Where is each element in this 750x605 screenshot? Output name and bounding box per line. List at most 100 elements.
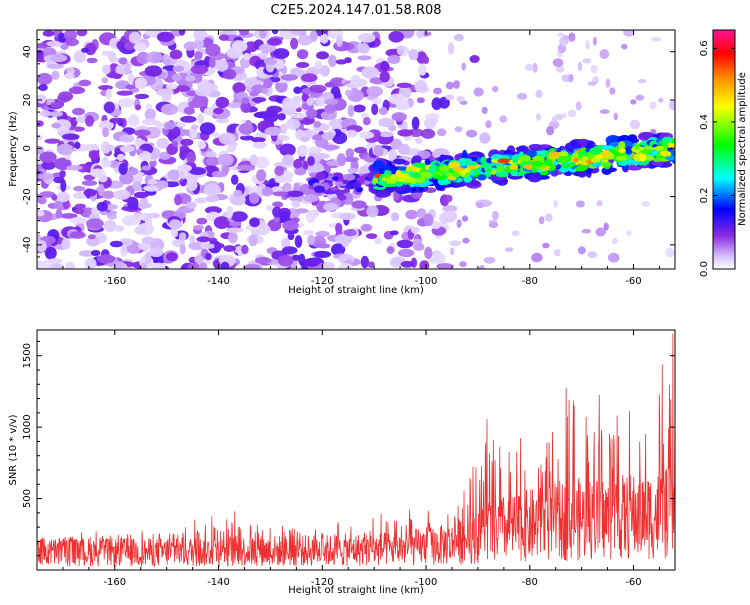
colorbar-gradient — [713, 30, 735, 269]
heatmap-cell — [261, 87, 269, 94]
x-tick-label: -160 — [103, 577, 126, 588]
heatmap-cell — [197, 113, 205, 125]
heatmap-cell — [561, 40, 568, 47]
heatmap-cell — [615, 155, 627, 161]
heatmap-cell — [244, 119, 253, 131]
heatmap-cell — [294, 167, 307, 176]
heatmap-cell — [328, 54, 337, 68]
heatmap-cell — [472, 168, 480, 175]
heatmap-cell — [618, 141, 626, 150]
heatmap-cell — [185, 75, 196, 82]
heatmap-cell — [575, 200, 585, 208]
heatmap-cell — [236, 164, 254, 171]
heatmap-cell — [267, 38, 283, 46]
heatmap-cell — [623, 30, 635, 37]
heatmap-cell — [37, 42, 48, 49]
heatmap-cell — [543, 158, 553, 167]
snr-y-axis-label: SNR (10 * v/v) — [8, 414, 19, 485]
heatmap-cell — [442, 205, 458, 213]
heatmap-cell — [603, 222, 609, 231]
heatmap-cell — [105, 88, 113, 100]
colorbar-tick-label: 0.4 — [699, 114, 710, 130]
heatmap-cell — [164, 121, 176, 130]
heatmap-cell — [528, 143, 543, 151]
heatmap-cell — [198, 262, 208, 269]
heatmap-cell — [132, 181, 142, 190]
heatmap-cell — [213, 216, 230, 230]
heatmap-cell — [296, 62, 310, 68]
heatmap-cell — [306, 108, 318, 120]
heatmap-cell — [456, 219, 462, 228]
heatmap-cell — [281, 246, 298, 255]
heatmap-cell — [438, 263, 454, 269]
heatmap-cell — [400, 260, 414, 268]
heatmap-cell — [505, 247, 514, 253]
heatmap-cell — [574, 164, 588, 172]
heatmap-cell — [535, 113, 542, 121]
heatmap-cell — [180, 115, 197, 123]
heatmap-cell — [436, 128, 447, 137]
heatmap-cell — [313, 250, 332, 258]
heatmap-cell — [213, 107, 224, 115]
heatmap-cell — [61, 238, 71, 250]
heatmap-cell — [225, 227, 244, 233]
heatmap-cell — [119, 134, 135, 143]
heatmap-cell — [118, 162, 128, 175]
x-tick-label: -100 — [415, 577, 438, 588]
heatmap-cell — [363, 117, 371, 126]
heatmap-cell — [293, 86, 302, 94]
heatmap-cell — [134, 226, 146, 235]
heatmap-cell — [144, 108, 156, 121]
heatmap-cell — [336, 153, 346, 167]
heatmap-cell — [192, 224, 204, 231]
heatmap-cell — [103, 101, 115, 114]
heatmap-cell — [538, 216, 545, 225]
heatmap-cell — [408, 49, 419, 61]
heatmap-cell — [42, 30, 55, 37]
heatmap-cell — [343, 173, 356, 181]
heatmap-cell — [613, 112, 618, 121]
heatmap-cell — [37, 73, 53, 85]
heatmap-cell — [84, 115, 95, 127]
heatmap-cell — [343, 156, 359, 162]
heatmap-cell — [413, 242, 425, 251]
heatmap-cell — [575, 101, 582, 111]
heatmap-cell — [141, 118, 159, 126]
heatmap-cell — [81, 180, 98, 187]
heatmap-cell — [388, 31, 405, 43]
heatmap-cell — [172, 65, 185, 72]
heatmap-cell — [609, 87, 616, 95]
heatmap-cell — [217, 59, 228, 70]
heatmap-cell — [342, 179, 349, 184]
x-tick-label: -60 — [625, 577, 641, 588]
heatmap-cell — [138, 242, 152, 251]
heatmap-cell — [466, 129, 478, 138]
heatmap-cell — [660, 150, 671, 157]
heatmap-cell — [431, 97, 442, 111]
heatmap-cell — [354, 146, 368, 154]
heatmap-cell — [148, 247, 164, 257]
y-tick-label: 1000 — [22, 414, 33, 439]
heatmap-cell — [420, 171, 432, 179]
heatmap-cell — [342, 192, 354, 205]
heatmap-cell — [490, 168, 497, 175]
heatmap-cell — [347, 167, 359, 174]
heatmap-cell — [524, 63, 534, 71]
x-tick-label: -160 — [103, 276, 126, 287]
heatmap-cell — [469, 55, 480, 63]
heatmap-cell — [307, 156, 315, 166]
heatmap-cell — [294, 235, 303, 248]
heatmap-cell — [81, 47, 90, 53]
heatmap-cell — [485, 120, 492, 129]
heatmap-cell — [320, 110, 337, 121]
heatmap-cell — [205, 151, 217, 158]
heatmap-cell — [518, 155, 531, 162]
heatmap-cell — [416, 97, 425, 104]
heatmap-cell — [312, 134, 324, 141]
heatmap-cell — [190, 64, 209, 75]
heatmap-cell — [527, 173, 542, 183]
heatmap-cell — [398, 143, 411, 155]
heatmap-cell — [307, 235, 316, 246]
heatmap-cell — [205, 252, 212, 261]
heatmap-cell — [51, 70, 60, 80]
